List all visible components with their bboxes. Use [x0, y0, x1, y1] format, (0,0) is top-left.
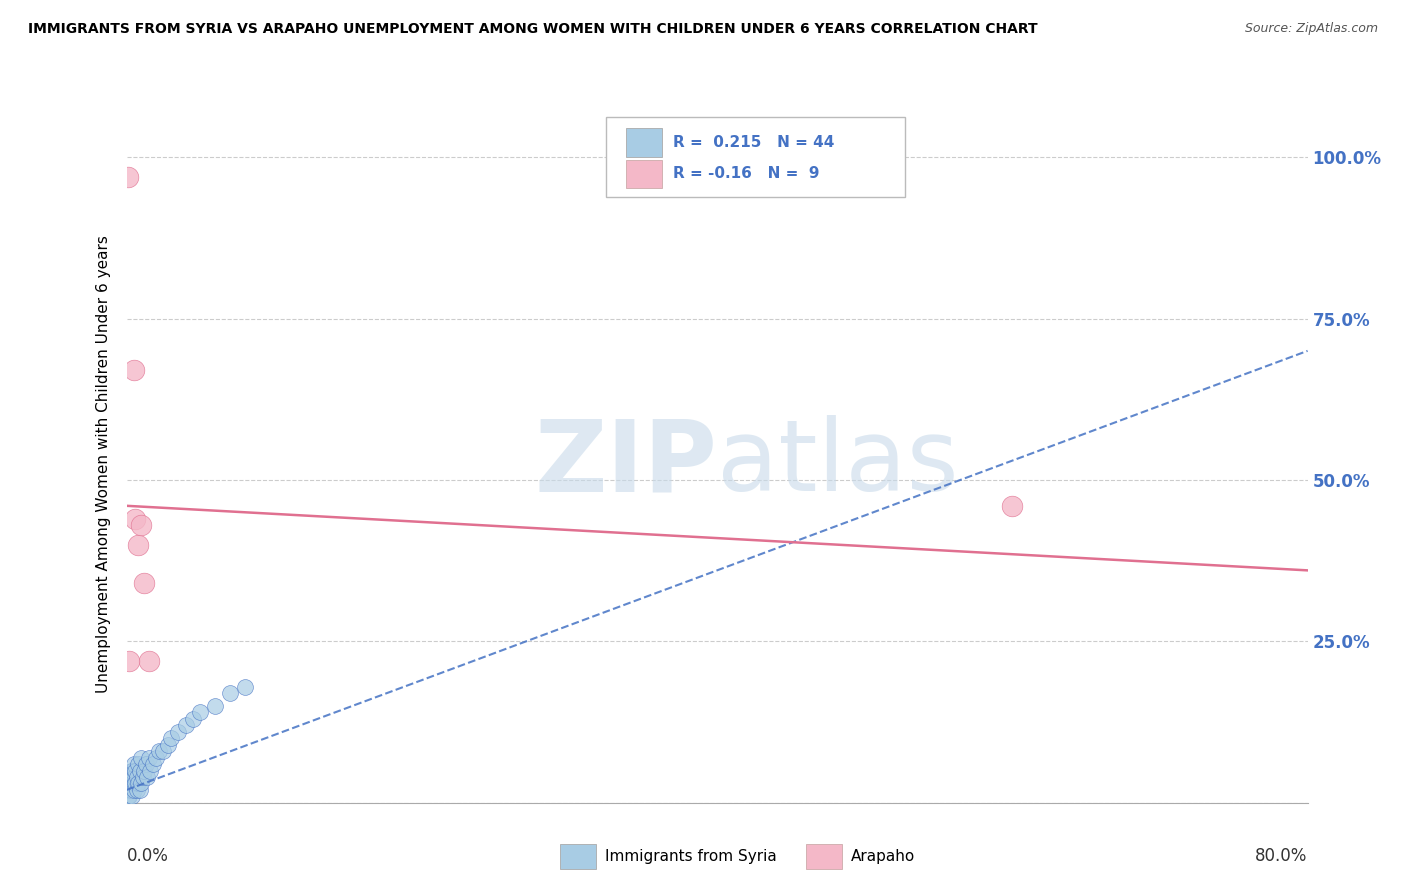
Point	[138, 654, 160, 668]
Point	[117, 789, 139, 804]
Point	[125, 783, 148, 797]
Point	[127, 757, 149, 772]
Text: 0.0%: 0.0%	[127, 847, 169, 865]
Point	[129, 750, 153, 764]
Point	[148, 744, 170, 758]
Point	[1001, 499, 1024, 513]
Point	[124, 764, 146, 778]
Point	[117, 783, 139, 797]
Point	[152, 744, 174, 758]
Point	[174, 718, 197, 732]
Point	[122, 770, 145, 784]
Point	[204, 698, 226, 713]
Text: R = -0.16   N =  9: R = -0.16 N = 9	[673, 167, 820, 181]
Text: Immigrants from Syria: Immigrants from Syria	[605, 849, 776, 863]
Point	[120, 783, 142, 797]
Point	[118, 789, 141, 804]
Point	[138, 750, 160, 764]
Point	[122, 783, 145, 797]
Point	[124, 776, 146, 790]
Point	[121, 776, 143, 790]
Point	[120, 764, 142, 778]
Point	[124, 512, 146, 526]
Point	[135, 757, 157, 772]
Point	[156, 738, 179, 752]
Text: ZIP: ZIP	[534, 416, 717, 512]
Point	[122, 363, 145, 377]
Point	[118, 654, 141, 668]
Point	[125, 770, 148, 784]
Point	[117, 169, 139, 184]
Point	[145, 750, 167, 764]
Point	[132, 770, 155, 784]
Text: IMMIGRANTS FROM SYRIA VS ARAPAHO UNEMPLOYMENT AMONG WOMEN WITH CHILDREN UNDER 6 : IMMIGRANTS FROM SYRIA VS ARAPAHO UNEMPLO…	[28, 22, 1038, 37]
Text: Arapaho: Arapaho	[851, 849, 915, 863]
Point	[134, 764, 156, 778]
Point	[129, 776, 153, 790]
Point	[121, 789, 143, 804]
Point	[127, 776, 149, 790]
Point	[117, 776, 139, 790]
Point	[121, 764, 143, 778]
Text: R =  0.215   N = 44: R = 0.215 N = 44	[673, 136, 835, 150]
Point	[188, 706, 211, 720]
Point	[127, 537, 149, 551]
Point	[122, 757, 145, 772]
Point	[128, 764, 150, 778]
Point	[233, 680, 256, 694]
Point	[219, 686, 242, 700]
Text: 80.0%: 80.0%	[1256, 847, 1308, 865]
Point	[181, 712, 204, 726]
Point	[139, 764, 162, 778]
Point	[159, 731, 183, 746]
Point	[134, 576, 156, 591]
Point	[129, 518, 153, 533]
Text: Source: ZipAtlas.com: Source: ZipAtlas.com	[1244, 22, 1378, 36]
Point	[118, 776, 141, 790]
Point	[120, 770, 142, 784]
Point	[128, 783, 150, 797]
Y-axis label: Unemployment Among Women with Children Under 6 years: Unemployment Among Women with Children U…	[96, 235, 111, 693]
Point	[118, 770, 141, 784]
Point	[142, 757, 165, 772]
Text: atlas: atlas	[717, 416, 959, 512]
Point	[136, 770, 159, 784]
Point	[167, 724, 190, 739]
